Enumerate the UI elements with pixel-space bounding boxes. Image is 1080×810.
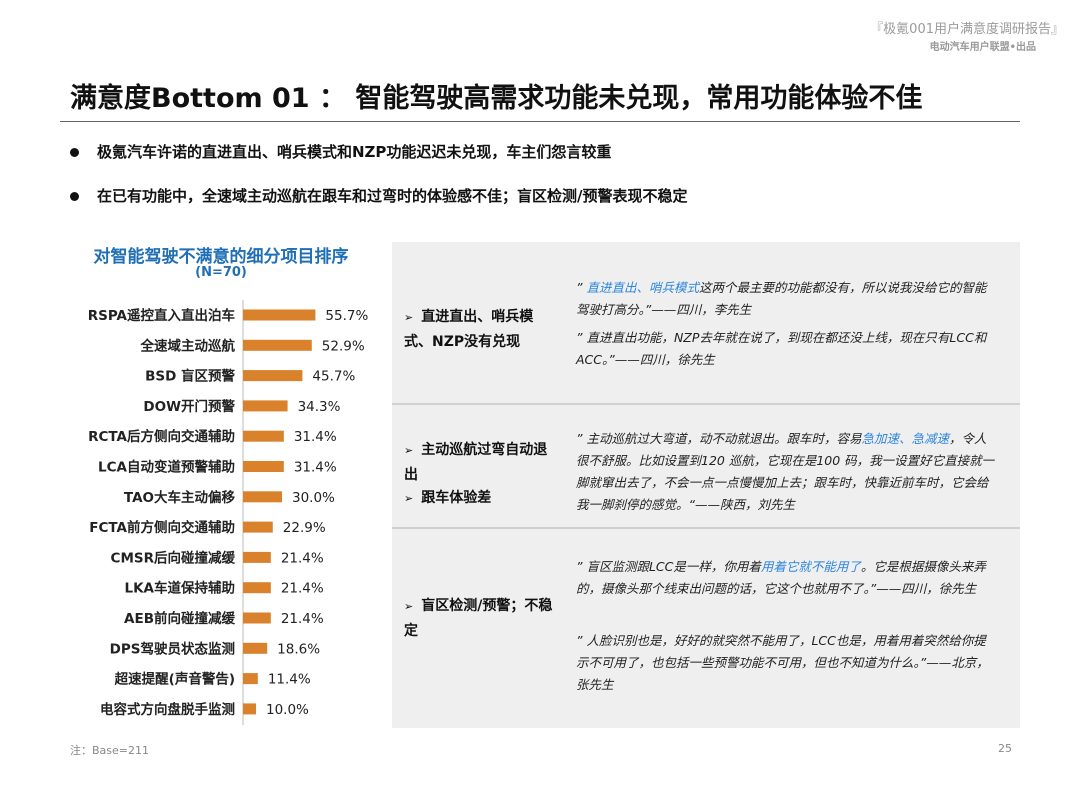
quote-highlight: 直进直出、哨兵模式: [586, 280, 699, 295]
quote-text: 这两个最主要的功能都没有，所以说我没给它的智能驾驶打高分。”——四川，李先生: [576, 280, 987, 317]
section-label-text: 直进直出、哨兵模式、NZP没有兑现: [404, 309, 534, 350]
section-label: ➢ 盲区检测/预警；不稳定: [404, 594, 554, 643]
category-label: 全速域主动巡航: [140, 337, 236, 354]
quote-text: ” 人脸识别也是，好好的就突然不能用了，LCC也是，用着用着突然给你提示不可用了…: [576, 633, 989, 692]
quote-text: ”: [576, 280, 587, 295]
user-quote: ” 直进直出、哨兵模式这两个最主要的功能都没有，所以说我没给它的智能驾驶打高分。…: [576, 277, 996, 321]
value-label: 45.7%: [312, 369, 355, 385]
category-label: LCA自动变道预警辅助: [98, 459, 235, 476]
value-label: 21.4%: [281, 611, 324, 627]
section-label: ➢ 跟车体验差: [404, 486, 554, 511]
bar: [243, 309, 316, 321]
category-label: 超速提醒(声音警告): [114, 671, 235, 688]
bar: [243, 612, 271, 624]
footnote: 注：Base=211: [70, 744, 149, 757]
category-label: LKA车道保持辅助: [124, 580, 235, 597]
value-label: 52.9%: [322, 338, 365, 354]
page-number: 25: [998, 742, 1012, 755]
value-label: 21.4%: [281, 581, 324, 597]
bullet-text: 极氪汽车许诺的直进直出、哨兵模式和NZP功能迟迟未兑现，车主们怨言较重: [97, 143, 612, 161]
quote-text: ” 盲区监测跟LCC是一样，你用着: [576, 559, 761, 574]
value-label: 31.4%: [294, 429, 337, 445]
category-label: RSPA遥控直入直出泊车: [88, 307, 235, 324]
bar-chart: RSPA遥控直入直出泊车 55.7% 全速域主动巡航 52.9% BSD 盲区预警 45.…: [88, 300, 368, 725]
bar: [243, 703, 256, 715]
bar: [243, 551, 271, 563]
title-divider: [60, 121, 1020, 122]
value-label: 31.4%: [294, 460, 337, 476]
bullet-1: 极氪汽车许诺的直进直出、哨兵模式和NZP功能迟迟未兑现，车主们怨言较重: [70, 141, 611, 162]
quote-text: 。它是根据摄像头来弄的，摄像头那个线束出问题的话，它这个也就用不了。”——四川，…: [576, 559, 986, 596]
bullet-dot-icon: [70, 192, 79, 201]
arrow-bullet-icon: ➢: [404, 492, 414, 505]
category-label: FCTA前方侧向交通辅助: [89, 519, 235, 536]
section-label-text: 盲区检测/预警；不稳定: [404, 598, 553, 639]
section-label-text: 主动巡航过弯自动退出: [404, 442, 548, 483]
value-label: 11.4%: [268, 672, 311, 688]
bullet-2: 在已有功能中，全速域主动巡航在跟车和过弯时的体验感不佳；盲区检测/预警表现不稳定: [70, 185, 687, 206]
value-label: 22.9%: [283, 520, 326, 536]
chart-title: 对智能驾驶不满意的细分项目排序: [93, 247, 349, 267]
category-label: BSD 盲区预警: [145, 368, 235, 385]
bar: [243, 370, 303, 382]
bar: [243, 521, 273, 533]
page-title: 满意度Bottom 01 ： 智能驾驶高需求功能未兑现，常用功能体验不佳: [70, 83, 923, 114]
arrow-bullet-icon: ➢: [404, 311, 414, 324]
user-quote: ” 人脸识别也是，好好的就突然不能用了，LCC也是，用着用着突然给你提示不可用了…: [576, 630, 996, 696]
value-label: 30.0%: [292, 490, 335, 506]
value-label: 34.3%: [298, 399, 341, 415]
section-divider: [392, 527, 1020, 529]
category-label: DOW开门预警: [143, 398, 235, 415]
bar: [243, 491, 282, 503]
quote-highlight: 急加速、急减速: [861, 431, 949, 446]
value-label: 18.6%: [277, 641, 320, 657]
arrow-bullet-icon: ➢: [404, 600, 414, 613]
user-quote: ” 主动巡航过大弯道，动不动就退出。跟车时，容易急加速、急减速，令人很不舒服。比…: [576, 428, 996, 516]
category-label: CMSR后向碰撞减缓: [111, 549, 236, 566]
value-label: 21.4%: [281, 550, 324, 566]
category-label: 电容式方向盘脱手监测: [100, 701, 235, 718]
publisher: 电动汽车用户联盟•出品: [929, 42, 1036, 53]
bar: [243, 461, 284, 472]
arrow-bullet-icon: ➢: [404, 444, 414, 457]
quote-highlight: 用着它就不能用了: [760, 559, 861, 574]
bar: [243, 430, 284, 442]
category-label: AEB前向碰撞减缓: [124, 610, 235, 627]
bar: [243, 400, 288, 412]
bar: [243, 582, 271, 594]
category-label: TAO大车主动偏移: [124, 489, 236, 506]
user-quote: ” 盲区监测跟LCC是一样，你用着用着它就不能用了。它是根据摄像头来弄的，摄像头…: [576, 556, 996, 600]
user-quote: ” 直进直出功能，NZP去年就在说了，到现在都还没上线，现在只有LCC和ACC。…: [576, 327, 996, 371]
value-label: 55.7%: [325, 308, 368, 324]
section-label-text: 跟车体验差: [421, 490, 492, 506]
quotes-panel: [392, 242, 1020, 728]
bullet-dot-icon: [70, 148, 79, 157]
quote-text: ” 直进直出功能，NZP去年就在说了，到现在都还没上线，现在只有LCC和ACC。…: [576, 330, 987, 367]
chart-subtitle: (N=70): [195, 265, 247, 280]
section-label: ➢ 直进直出、哨兵模式、NZP没有兑现: [404, 305, 554, 354]
value-label: 10.0%: [266, 702, 309, 718]
quote-text: ” 主动巡航过大弯道，动不动就退出。跟车时，容易: [576, 431, 862, 446]
section-divider: [392, 403, 1020, 405]
report-title: 『极氪001用户满意度调研报告』: [870, 22, 1064, 37]
bullet-text: 在已有功能中，全速域主动巡航在跟车和过弯时的体验感不佳；盲区检测/预警表现不稳定: [97, 187, 688, 205]
bar: [243, 339, 312, 351]
category-label: DPS驾驶员状态监测: [110, 640, 235, 657]
bar: [243, 673, 258, 685]
quote-text: ，令人很不舒服。比如设置到120 巡航，它现在是100 码，我一设置好它直接就一…: [576, 431, 995, 512]
section-label: ➢ 主动巡航过弯自动退出: [404, 438, 554, 487]
category-label: RCTA后方侧向交通辅助: [88, 428, 235, 445]
bar: [243, 642, 268, 654]
